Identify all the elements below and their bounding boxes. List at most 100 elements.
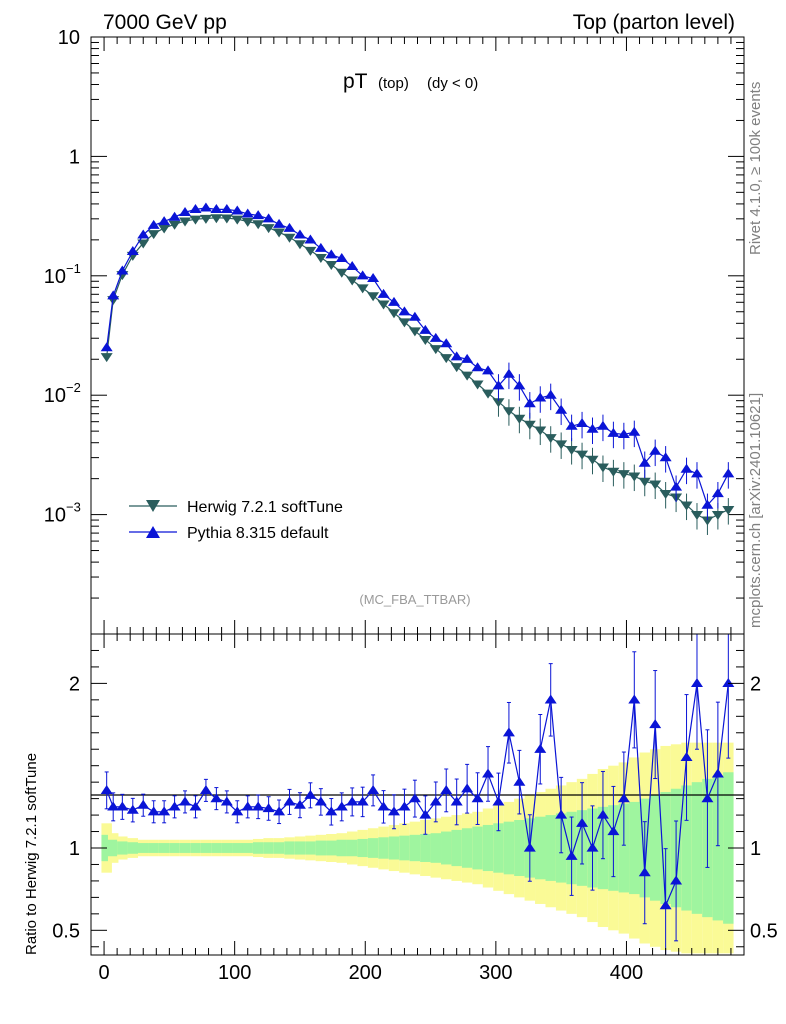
main-axis-ticks bbox=[91, 36, 744, 635]
data-point bbox=[628, 426, 641, 436]
data-point bbox=[492, 398, 505, 408]
data-point bbox=[482, 389, 495, 399]
inner-band-bin bbox=[503, 821, 515, 875]
data-point bbox=[220, 203, 233, 213]
inner-band-bin bbox=[211, 843, 222, 853]
data-point bbox=[701, 516, 714, 526]
series-herwig bbox=[100, 214, 735, 535]
ratio-point bbox=[492, 796, 505, 806]
data-point bbox=[377, 300, 390, 310]
data-point bbox=[210, 203, 223, 213]
data-point bbox=[461, 371, 474, 381]
data-point bbox=[617, 470, 630, 480]
legend: Herwig 7.2.1 softTune Pythia 8.315 defau… bbox=[129, 499, 343, 542]
data-point bbox=[273, 218, 286, 228]
inner-band-bin bbox=[629, 801, 640, 895]
data-point bbox=[513, 414, 526, 424]
ratio-point bbox=[690, 677, 703, 687]
inner-band-bin bbox=[232, 843, 243, 853]
data-point bbox=[252, 210, 265, 220]
y-tick-label: 10 bbox=[44, 385, 66, 407]
ratio-point bbox=[273, 806, 286, 816]
inner-band-bin bbox=[451, 829, 462, 867]
ratio-point bbox=[220, 796, 233, 806]
data-point bbox=[722, 506, 735, 516]
data-point bbox=[555, 440, 568, 450]
inner-band-bin bbox=[158, 843, 170, 853]
data-point bbox=[210, 214, 223, 224]
inner-band-bin bbox=[294, 841, 306, 855]
ratio-point bbox=[199, 784, 212, 794]
inner-band-bin bbox=[618, 803, 630, 893]
ratio-point bbox=[523, 842, 536, 852]
data-point bbox=[513, 380, 526, 390]
data-point bbox=[429, 332, 442, 342]
ratio-point bbox=[241, 801, 254, 811]
data-point bbox=[649, 480, 662, 490]
data-point bbox=[346, 260, 359, 270]
inner-band-bin bbox=[190, 843, 201, 853]
data-point bbox=[126, 246, 139, 256]
data-point bbox=[283, 222, 296, 232]
ratio-point bbox=[158, 806, 171, 816]
data-point bbox=[638, 477, 651, 487]
data-point bbox=[544, 389, 557, 399]
ratio-point bbox=[607, 826, 620, 836]
inner-band-bin bbox=[305, 841, 316, 855]
inner-band-bin bbox=[482, 824, 494, 872]
inner-band-bin bbox=[179, 843, 191, 853]
data-point bbox=[701, 499, 714, 509]
inner-band-bin bbox=[346, 839, 358, 857]
data-point bbox=[471, 362, 484, 372]
inner-band-bin bbox=[660, 792, 671, 904]
data-point bbox=[241, 217, 254, 227]
data-point bbox=[387, 309, 400, 319]
data-point bbox=[408, 311, 421, 321]
data-point bbox=[283, 233, 296, 243]
data-point bbox=[252, 220, 265, 230]
data-point bbox=[293, 240, 306, 250]
ratio-point bbox=[304, 789, 317, 799]
data-point bbox=[440, 338, 453, 348]
inner-band-bin bbox=[273, 842, 285, 854]
data-point bbox=[304, 246, 317, 256]
data-point bbox=[231, 205, 244, 215]
ratio-point bbox=[659, 900, 672, 910]
ratio-point bbox=[377, 801, 390, 811]
legend-label-pythia: Pythia 8.315 default bbox=[187, 525, 329, 542]
data-point bbox=[419, 324, 432, 334]
data-point bbox=[659, 489, 672, 499]
ratio-point bbox=[210, 793, 223, 803]
ratio-plot-panel: 0.5 0.5 1 1 2 2 0 100 200 300 400 Ratio to Herwig… bbox=[23, 633, 778, 984]
x-tick-labels: 0 100 200 300 400 bbox=[98, 962, 643, 984]
data-point bbox=[377, 288, 390, 298]
data-point bbox=[273, 228, 286, 238]
x-tick-label: 200 bbox=[349, 962, 382, 984]
inner-band-bin bbox=[545, 815, 556, 881]
inner-band-bin bbox=[117, 841, 128, 855]
data-point bbox=[367, 273, 380, 283]
inner-band-bin bbox=[252, 842, 264, 854]
data-point bbox=[116, 265, 129, 275]
legend-marker-herwig bbox=[146, 500, 160, 512]
ratio-point bbox=[231, 806, 244, 816]
data-point bbox=[617, 428, 630, 438]
inner-band-bin bbox=[148, 843, 159, 853]
ratio-point bbox=[576, 817, 589, 827]
data-point bbox=[690, 468, 703, 478]
data-point bbox=[293, 229, 306, 239]
data-point bbox=[107, 290, 120, 300]
data-point bbox=[189, 215, 202, 225]
main-frame bbox=[90, 36, 745, 635]
data-point bbox=[711, 511, 724, 520]
data-point bbox=[325, 249, 338, 259]
inner-band-bin bbox=[169, 843, 180, 853]
data-point bbox=[659, 452, 672, 462]
data-point bbox=[534, 426, 547, 436]
data-point bbox=[690, 511, 703, 520]
data-point bbox=[492, 380, 505, 390]
data-point bbox=[100, 353, 113, 363]
data-point bbox=[367, 292, 380, 302]
data-point bbox=[398, 306, 411, 316]
